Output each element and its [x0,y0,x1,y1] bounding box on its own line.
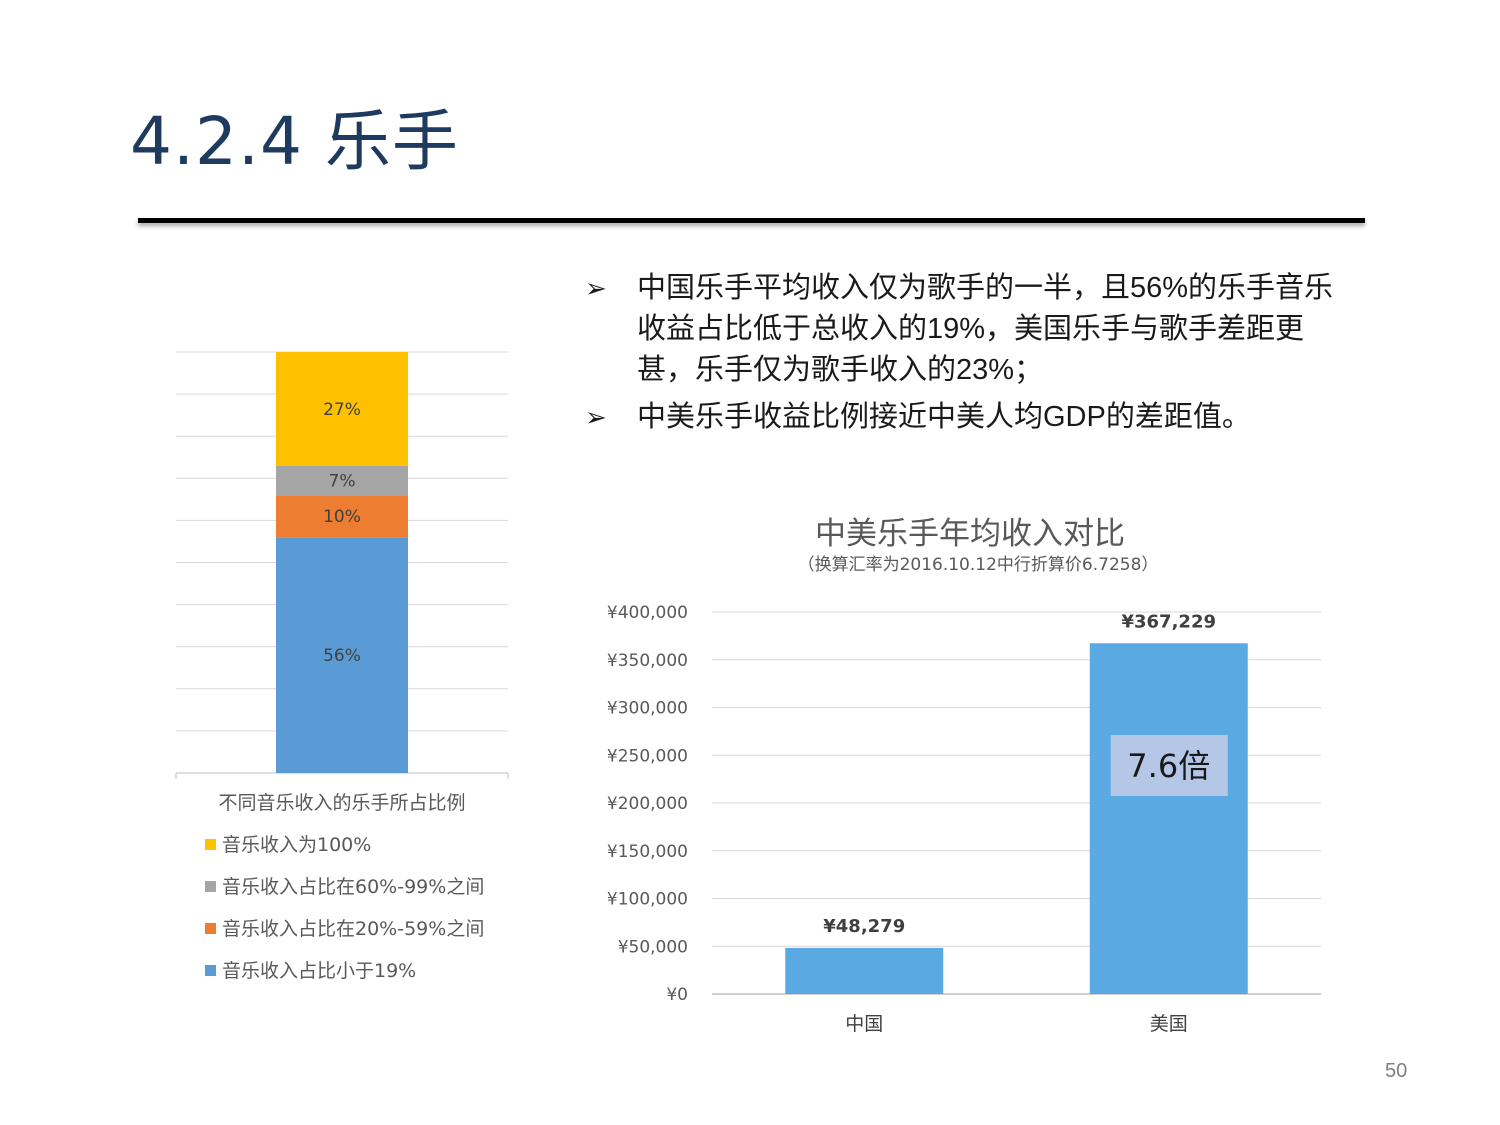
data-label: ¥367,229 [1121,611,1216,632]
arrow-bullet-icon: ➢ [585,402,607,432]
bar [1089,643,1248,994]
y-tick-label: ¥300,000 [607,699,688,719]
bar-segment [276,352,408,466]
legend-swatch [205,839,216,850]
y-tick-label: ¥350,000 [607,651,688,671]
legend-item: 音乐收入占比小于19% [222,960,416,982]
x-tick-label: 美国 [1150,1013,1188,1035]
y-tick-label: ¥150,000 [607,842,688,862]
data-label: ¥48,279 [823,916,905,937]
y-tick-label: ¥200,000 [607,794,688,814]
bar-segment [276,537,408,773]
ratio-callout-box [1110,735,1228,796]
bullet-item: ➢ 中国乐手平均收入仅为歌手的一半，且56%的乐手音乐收益占比低于总收入的19%… [585,268,1345,391]
legend-item: 音乐收入占比在60%-99%之间 [222,876,484,898]
bar-segment [276,495,408,538]
bullet-list: ➢ 中国乐手平均收入仅为歌手的一半，且56%的乐手音乐收益占比低于总收入的19%… [585,268,1345,444]
legend-swatch [205,881,216,892]
page-number: 50 [1385,1060,1408,1082]
data-label: 10% [323,507,361,527]
data-label: 7% [329,471,356,491]
chart-subtitle: （换算汇率为2016.10.12中行折算价6.7258） [798,555,1159,575]
title-divider [138,218,1365,223]
bullet-text: 中美乐手收益比例接近中美人均GDP的差距值。 [637,401,1251,433]
bullet-item: ➢ 中美乐手收益比例接近中美人均GDP的差距值。 [585,397,1345,438]
data-label: 56% [323,646,361,666]
bullet-text: 中国乐手平均收入仅为歌手的一半，且56%的乐手音乐收益占比低于总收入的19%，美… [637,272,1334,386]
x-tick-label: 中国 [845,1013,883,1035]
y-tick-label: ¥100,000 [607,890,688,910]
y-tick-label: ¥0 [666,985,688,1005]
category-label: 不同音乐收入的乐手所占比例 [218,792,465,814]
y-tick-label: ¥50,000 [618,937,688,957]
bar-segment [276,465,408,496]
legend-item: 音乐收入占比在20%-59%之间 [222,918,484,940]
chart-title: 中美乐手年均收入对比 [815,516,1125,552]
y-tick-label: ¥250,000 [607,746,688,766]
legend-swatch [205,965,216,976]
data-label: 27% [323,400,361,420]
y-tick-label: ¥400,000 [607,603,688,623]
legend-swatch [205,923,216,934]
arrow-bullet-icon: ➢ [585,273,607,303]
slide-title: 4.2.4 乐手 [130,103,459,180]
bar [785,947,944,994]
ratio-callout-text: 7.6倍 [1127,747,1210,785]
legend-item: 音乐收入为100% [222,834,371,856]
